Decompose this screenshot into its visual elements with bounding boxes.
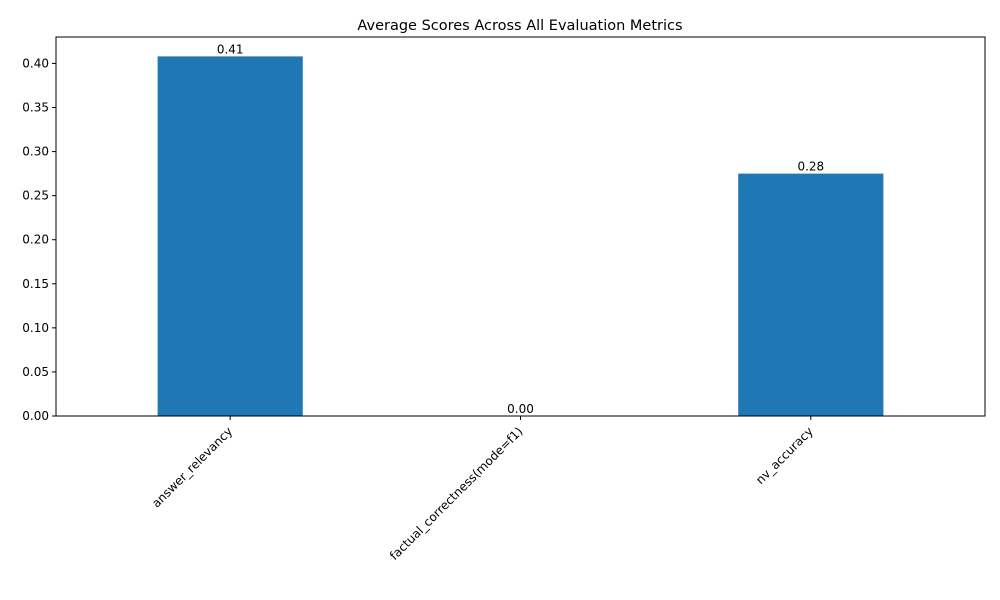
y-tick-label-2: 0.10 [22, 321, 49, 335]
y-tick-label-4: 0.20 [22, 233, 49, 247]
x-tick-label-2: nv_accuracy [753, 424, 816, 487]
bar-value-label-2: 0.28 [797, 160, 824, 174]
bar-2 [738, 173, 884, 416]
y-tick-label-5: 0.25 [22, 189, 49, 203]
bar-0 [157, 56, 303, 417]
plot-frame [55, 36, 986, 417]
x-tick-label-1: factual_correctness(mode=f1) [387, 424, 526, 563]
bars-group [157, 56, 884, 417]
bar-value-label-1: 0.00 [507, 402, 534, 416]
y-tick-label-7: 0.35 [22, 101, 49, 115]
y-tick-label-0: 0.00 [22, 409, 49, 423]
y-tick-label-3: 0.15 [22, 277, 49, 291]
y-tick-label-8: 0.40 [22, 56, 49, 70]
x-axis: answer_relevancy factual_correctness(mode… [149, 416, 816, 563]
y-axis: 0.00 0.05 0.10 0.15 0.20 0.25 0.30 0.35 0.40 [22, 56, 56, 423]
y-tick-label-6: 0.30 [22, 145, 49, 159]
chart-title: Average Scores Across All Evaluation Met… [357, 18, 682, 34]
bar-labels-group: 0.41 0.00 0.28 [217, 42, 824, 416]
bar-value-label-0: 0.41 [217, 42, 244, 56]
x-tick-label-0: answer_relevancy [149, 424, 235, 510]
y-tick-label-1: 0.05 [22, 365, 49, 379]
